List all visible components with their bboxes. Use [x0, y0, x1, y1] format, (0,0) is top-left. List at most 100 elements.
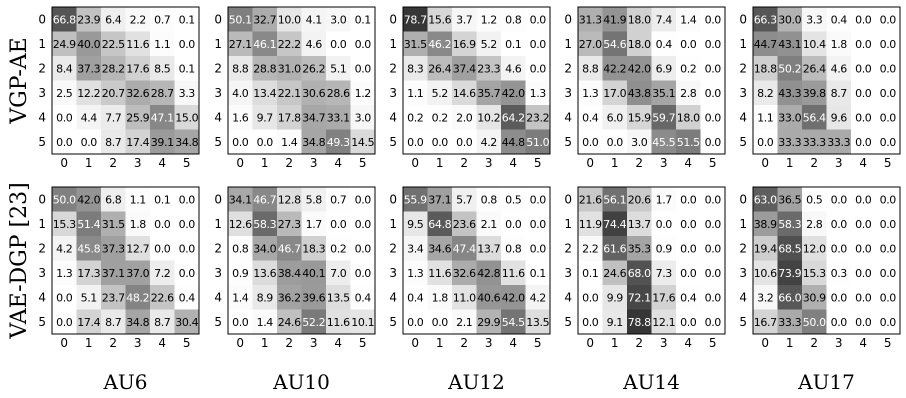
cell-value-label: 0.0	[705, 13, 722, 26]
x-tick-label: 5	[884, 336, 892, 350]
heatmap-cell	[252, 80, 278, 106]
x-tick-label: 0	[411, 156, 419, 170]
heatmap-cell	[301, 31, 327, 57]
x-tick-label: 2	[285, 156, 293, 170]
heatmap-cell	[578, 260, 603, 286]
heatmap-cell	[452, 31, 477, 57]
cell-value-label: 26.4	[803, 62, 826, 75]
cell-value-label: 3.0	[330, 13, 347, 26]
cell-value-label: 3.7	[456, 13, 473, 26]
y-tick-label: 3	[214, 266, 222, 280]
heatmap-cell	[602, 80, 628, 106]
cell-value-label: 43.1	[778, 38, 801, 51]
cell-value-label: 52.2	[302, 316, 325, 329]
cell-value-label: 18.0	[628, 13, 651, 26]
cell-value-label: 8.4	[56, 62, 73, 75]
cell-value-label: 66.8	[53, 13, 76, 26]
heatmap-cell	[277, 7, 302, 32]
heatmap-cell	[525, 7, 551, 32]
cell-value-label: 28.7	[151, 87, 174, 100]
heatmap-cell	[578, 187, 603, 212]
cell-value-label: 0.0	[56, 316, 73, 329]
heatmap-cell	[602, 105, 628, 130]
cell-value-label: 0.0	[880, 38, 897, 51]
heatmap-cell	[627, 31, 652, 57]
row-label: VAE-DGP [23]	[7, 182, 32, 339]
heatmap-cell	[326, 187, 351, 212]
heatmap-cell	[501, 285, 526, 310]
cell-value-label: 10.6	[754, 267, 777, 280]
heatmap-cell	[777, 285, 803, 310]
heatmap-cell	[777, 7, 803, 32]
cell-value-label: 0.0	[855, 136, 872, 149]
cell-value-label: 0.1	[530, 267, 546, 280]
heatmap-cell	[651, 31, 677, 57]
panel-frame	[227, 186, 376, 335]
heatmap-cell	[277, 285, 302, 310]
cell-value-label: 0.0	[855, 193, 872, 206]
heatmap-cell	[476, 211, 502, 237]
cell-value-label: 9.7	[257, 111, 274, 124]
heatmap-cell	[403, 129, 428, 155]
panel-frame	[752, 6, 901, 155]
heatmap-cell	[578, 236, 603, 261]
cell-value-label: 1.4	[680, 13, 697, 26]
cell-value-label: 0.0	[855, 13, 872, 26]
heatmap-cell	[627, 56, 652, 81]
cell-value-label: 0.3	[831, 267, 848, 280]
cell-value-label: 0.0	[407, 316, 424, 329]
heatmap-cell	[125, 309, 151, 335]
heatmap-cell	[403, 260, 428, 286]
heatmap-cell	[802, 187, 827, 212]
cell-value-label: 42.0	[628, 62, 651, 75]
heatmap-cell	[252, 187, 278, 212]
cell-value-label: 22.2	[278, 38, 301, 51]
heatmap-cell	[802, 31, 827, 57]
x-tick-label: 5	[534, 156, 542, 170]
y-tick-label: 1	[214, 37, 222, 51]
y-tick-label: 1	[739, 217, 747, 231]
cell-value-label: 2.1	[481, 218, 497, 231]
cell-value-label: 0.0	[530, 62, 547, 75]
cell-value-label: 37.1	[428, 193, 451, 206]
cell-value-label: 44.8	[502, 136, 525, 149]
cell-value-label: 3.2	[757, 291, 773, 304]
heatmap-cell	[627, 105, 652, 130]
heatmap-cell	[700, 129, 726, 155]
heatmap-panel: 31.3 41.9 18.0 7.4 1.4 0.027.0 54.6 18.0 0.4 0.0 0…	[564, 6, 726, 170]
x-tick-label: 0	[60, 156, 68, 170]
heatmap-cell	[301, 211, 327, 237]
heatmap-cell	[676, 105, 701, 130]
cell-value-label: 0.8	[505, 242, 522, 255]
heatmap-cell	[76, 285, 102, 310]
heatmap-cell	[627, 211, 652, 237]
cell-value-label: 55.9	[404, 193, 427, 206]
y-tick-label: 0	[389, 192, 397, 206]
x-tick-label: 2	[460, 156, 468, 170]
panel-frame	[227, 6, 376, 155]
heatmap-cell	[501, 236, 526, 261]
cell-value-label: 33.0	[778, 111, 801, 124]
column-labels: AU6 AU10 AU12 AU14 AU17	[102, 370, 854, 394]
cell-value-label: 24.9	[53, 38, 76, 51]
x-tick-label: 3	[134, 156, 142, 170]
cell-value-label: 25.9	[126, 111, 149, 124]
heatmap-cell	[150, 236, 175, 261]
heatmap-cell	[501, 309, 526, 335]
cell-value-label: 33.3	[827, 136, 850, 149]
heatmap-cell	[252, 31, 278, 57]
heatmap-cell	[427, 31, 453, 57]
heatmap-cell	[326, 31, 351, 57]
cell-value-label: 17.8	[278, 111, 301, 124]
heatmap-cell	[76, 187, 102, 212]
heatmap-cell	[777, 260, 803, 286]
x-tick-label: 3	[310, 336, 318, 350]
x-tick-label: 1	[611, 336, 619, 350]
cell-value-label: 0.7	[154, 13, 171, 26]
panel-frame	[577, 186, 726, 335]
cell-value-label: 34.8	[175, 136, 198, 149]
cell-value-label: 20.6	[628, 193, 651, 206]
cell-value-label: 12.6	[229, 218, 252, 231]
y-tick-label: 5	[389, 315, 397, 329]
cell-value-label: 0.0	[831, 316, 848, 329]
